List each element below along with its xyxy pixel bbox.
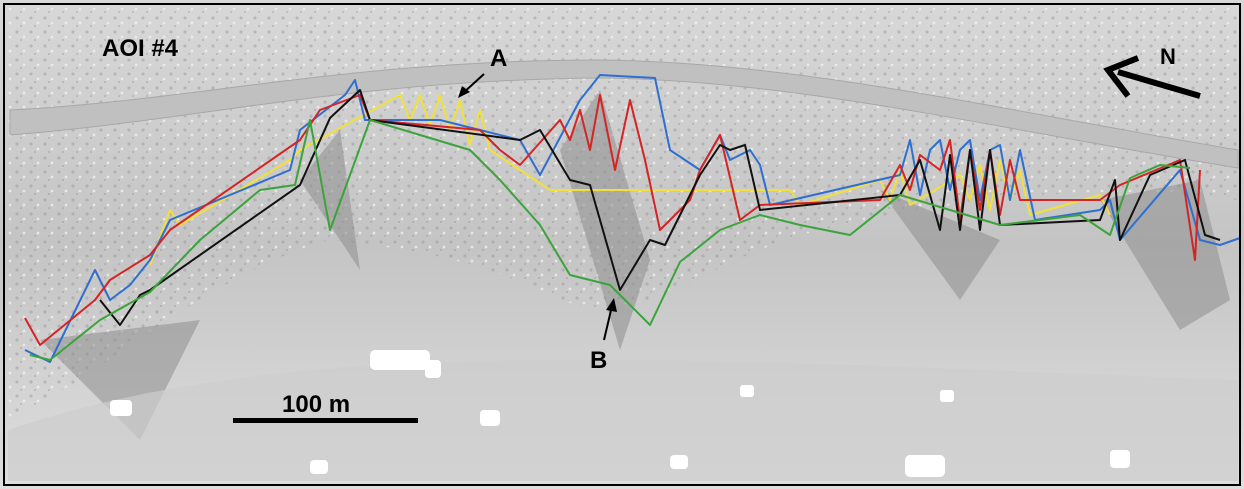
black-line (99, 89, 1221, 326)
green-line (29, 119, 1191, 361)
blue-line (24, 74, 1241, 363)
north-arrowhead (1103, 55, 1140, 98)
label-a: A (490, 45, 507, 72)
arrow-b (603, 305, 613, 341)
scale-bar-label: 100 m (282, 391, 350, 418)
scale-bar (233, 418, 418, 423)
profile-lines (24, 74, 1241, 363)
label-b: B (590, 347, 607, 374)
map-title: AOI #4 (102, 35, 179, 62)
annotations: AOI #4 A B N 100 m (102, 35, 1201, 423)
yellow-line (149, 94, 1111, 266)
north-label: N (1160, 44, 1176, 69)
north-arrow (1117, 69, 1201, 99)
frame (3, 3, 1241, 486)
arrowhead-a (458, 86, 470, 98)
arrowhead-b (606, 298, 617, 312)
